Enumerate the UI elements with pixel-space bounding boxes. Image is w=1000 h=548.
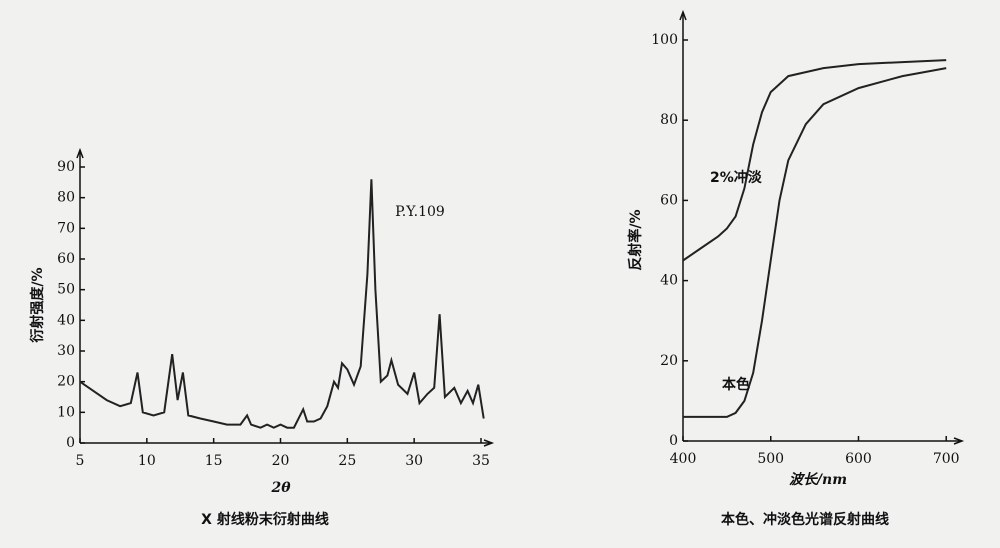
x-tick-label: 5 (76, 453, 85, 469)
x-tick-label: 35 (472, 453, 490, 469)
x-axis-label: 2θ (270, 480, 291, 496)
caption: X 射线粉末衍射曲线 (201, 511, 329, 528)
x-tick-label: 600 (845, 451, 872, 467)
x-tick-label: 25 (338, 453, 356, 469)
y-tick-label: 60 (57, 251, 75, 267)
y-tick-label: 10 (57, 404, 75, 420)
y-tick-label: 30 (57, 343, 75, 359)
data-line (79, 179, 485, 429)
x-arrow (483, 439, 495, 447)
y-tick-label: 0 (669, 433, 678, 449)
y-tick-label: 80 (57, 190, 75, 206)
annotation: P.Y.109 (395, 204, 445, 220)
series-label: 2%冲淡 (710, 169, 763, 186)
y-tick-label: 50 (57, 282, 75, 298)
y-axis-label: 反射率/% (627, 209, 644, 270)
x-tick-label: 15 (205, 453, 223, 469)
y-tick-label: 20 (660, 353, 678, 369)
y-tick-label: 90 (57, 159, 75, 175)
x-tick-label: 10 (138, 453, 156, 469)
x-tick-label: 400 (670, 451, 697, 467)
y-tick-label: 40 (57, 312, 75, 328)
y-arrow (76, 147, 84, 159)
x-tick-label: 700 (933, 451, 960, 467)
y-tick-label: 20 (57, 374, 75, 390)
y-tick-label: 40 (660, 273, 678, 289)
x-tick-label: 20 (272, 453, 290, 469)
y-tick-label: 100 (651, 32, 678, 48)
x-arrow (953, 437, 965, 445)
y-arrow (679, 9, 687, 21)
y-tick-label: 70 (57, 220, 75, 236)
y-tick-label: 80 (660, 112, 678, 128)
caption: 本色、冲淡色光谱反射曲线 (721, 511, 889, 528)
data-line (683, 67, 947, 418)
x-axis-label: 波长/nm (789, 471, 847, 488)
y-tick-label: 0 (66, 435, 75, 451)
data-line (682, 59, 947, 262)
y-tick-label: 60 (660, 192, 678, 208)
x-tick-label: 500 (757, 451, 784, 467)
y-axis-label: 衍射强度/% (29, 267, 46, 343)
x-tick-label: 30 (405, 453, 423, 469)
series-label: 本色 (722, 376, 750, 393)
